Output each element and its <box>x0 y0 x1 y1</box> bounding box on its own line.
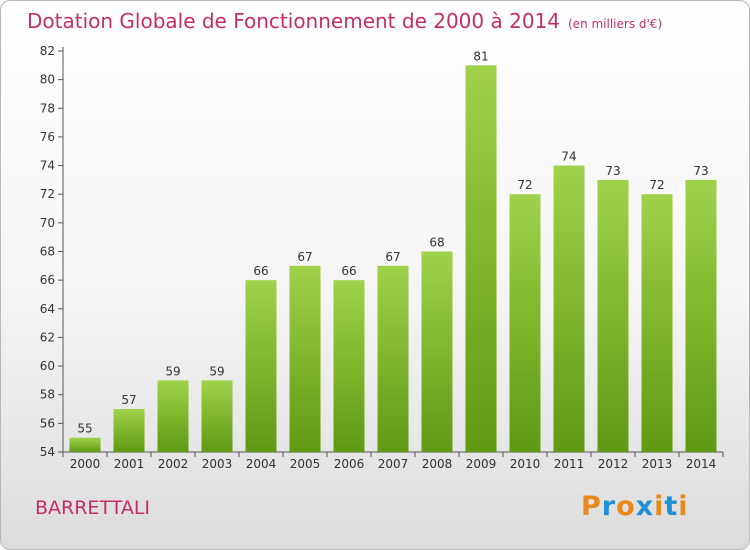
place-name: BARRETTALI <box>35 497 151 519</box>
data-label-2006: 66 <box>341 264 356 278</box>
bar-2007 <box>377 265 409 452</box>
data-label-2008: 68 <box>429 236 444 250</box>
x-tick-label-2009: 2009 <box>466 457 497 471</box>
x-tick-label-2007: 2007 <box>378 457 409 471</box>
bars <box>69 65 717 453</box>
bar-2011 <box>553 165 585 453</box>
data-label-2011: 74 <box>561 150 576 164</box>
logo-letter: P <box>581 491 602 522</box>
data-label-2001: 57 <box>121 393 136 407</box>
x-tick-label-2003: 2003 <box>202 457 233 471</box>
data-label-2014: 73 <box>693 164 708 178</box>
x-tick-label-2005: 2005 <box>290 457 321 471</box>
bar-2008 <box>421 251 453 452</box>
logo-letter: x <box>635 491 655 522</box>
y-tick-label: 76 <box>40 130 55 144</box>
logo-letter: i <box>678 491 689 522</box>
y-tick-label: 70 <box>40 216 55 230</box>
bar-2010 <box>509 194 541 452</box>
x-tick-label-2010: 2010 <box>510 457 541 471</box>
bar-2009 <box>465 65 497 453</box>
y-tick-label: 82 <box>40 44 55 58</box>
x-tick-label-2008: 2008 <box>422 457 453 471</box>
y-tick-label: 66 <box>40 273 55 287</box>
y-tick-label: 56 <box>40 416 55 430</box>
logo-letter: r <box>601 491 617 522</box>
y-tick-label: 60 <box>40 359 55 373</box>
y-tick-label: 74 <box>40 159 55 173</box>
y-tick-label: 80 <box>40 73 55 87</box>
chart-title: Dotation Globale de Fonctionnement de 20… <box>27 9 662 33</box>
y-tick-label: 72 <box>40 187 55 201</box>
logo-letter: i <box>654 491 665 522</box>
y-tick-label: 62 <box>40 330 55 344</box>
proxiti-logo: Proxiti <box>581 491 689 522</box>
bar-2005 <box>289 265 321 452</box>
logo-letter: t <box>664 491 679 522</box>
data-label-2010: 72 <box>517 178 532 192</box>
bar-2003 <box>201 380 233 452</box>
y-tick-label: 78 <box>40 101 55 115</box>
logo-letter: o <box>616 491 636 522</box>
x-tick-label-2012: 2012 <box>598 457 629 471</box>
bar-2001 <box>113 409 145 452</box>
chart-title-text: Dotation Globale de Fonctionnement de 20… <box>27 9 560 33</box>
data-label-2000: 55 <box>77 422 92 436</box>
data-label-2009: 81 <box>473 49 488 63</box>
data-label-2002: 59 <box>165 364 180 378</box>
x-tick-label-2004: 2004 <box>246 457 277 471</box>
data-label-2004: 66 <box>253 264 268 278</box>
bar-2002 <box>157 380 189 452</box>
data-label-2012: 73 <box>605 164 620 178</box>
x-tick-label-2014: 2014 <box>686 457 717 471</box>
data-label-2013: 72 <box>649 178 664 192</box>
x-tick-label-2013: 2013 <box>642 457 673 471</box>
y-tick-label: 68 <box>40 245 55 259</box>
bar-2000 <box>69 437 101 452</box>
x-tick-label-2000: 2000 <box>70 457 101 471</box>
x-tick-label-2006: 2006 <box>334 457 365 471</box>
x-tick-label-2002: 2002 <box>158 457 189 471</box>
y-tick-label: 58 <box>40 388 55 402</box>
y-tick-label: 64 <box>40 302 55 316</box>
data-labels: 55 57 59 59 66 67 66 67 68 81 72 74 73 72 73 <box>77 49 708 435</box>
data-label-2005: 67 <box>297 250 312 264</box>
y-tick-label: 54 <box>40 445 55 459</box>
bar-2004 <box>245 280 277 452</box>
bar-2012 <box>597 179 629 452</box>
x-tick-label-2001: 2001 <box>114 457 145 471</box>
data-label-2003: 59 <box>209 364 224 378</box>
bar-2013 <box>641 194 673 452</box>
axes: 54 56 58 60 62 64 66 68 70 72 74 76 78 80 82 2000 2001 20… <box>40 44 724 471</box>
bar-2014 <box>685 179 717 452</box>
data-label-2007: 67 <box>385 250 400 264</box>
x-tick-label-2011: 2011 <box>554 457 585 471</box>
bar-2006 <box>333 280 365 452</box>
chart-unit: (en milliers d'€) <box>568 17 663 31</box>
